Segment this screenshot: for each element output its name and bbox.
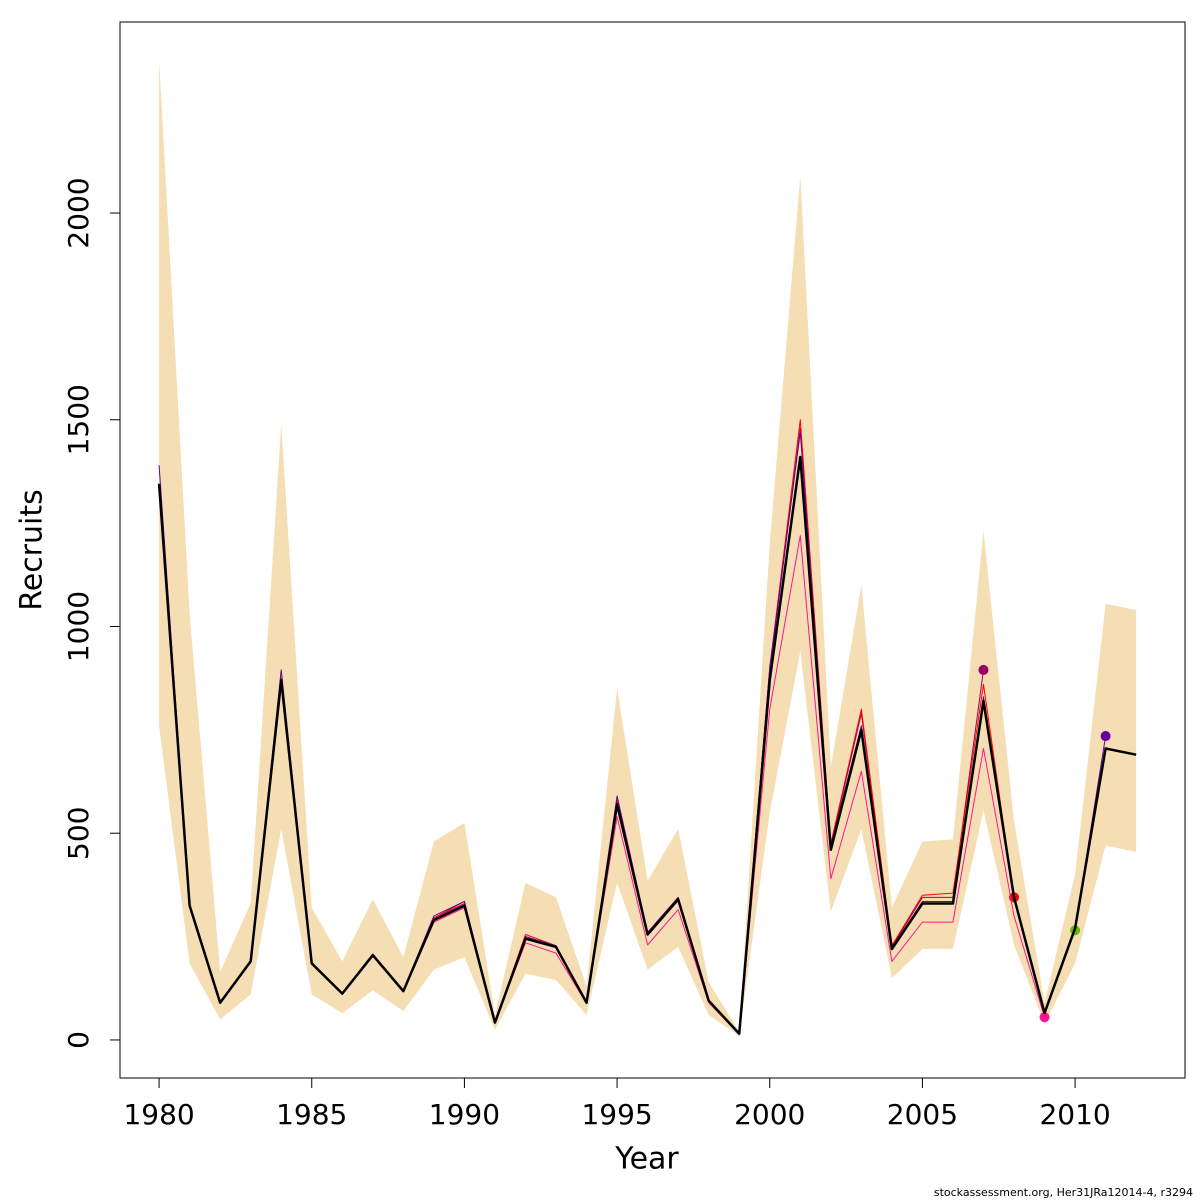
x-tick-label: 2005 [887, 1098, 958, 1131]
x-axis-label: Year [614, 1142, 679, 1177]
x-tick-label: 1985 [276, 1098, 347, 1131]
terminal-point [978, 664, 989, 675]
y-tick-label: 500 [62, 806, 95, 859]
x-tick-label: 1980 [123, 1098, 194, 1131]
x-tick-label: 1995 [581, 1098, 652, 1131]
x-tick-label: 1990 [429, 1098, 500, 1131]
y-tick-label: 2000 [62, 177, 95, 248]
terminal-point [1039, 1012, 1050, 1023]
footer: stockassessment.org, Her31JRa12014-4, r3… [934, 1186, 1193, 1199]
y-axis-label: Recruits [15, 489, 50, 611]
confidence-band [159, 60, 1137, 1036]
series-line [157, 455, 1137, 1036]
y-tick-label: 0 [62, 1031, 95, 1049]
x-tick-label: 2000 [734, 1098, 805, 1131]
terminal-point [1100, 731, 1111, 742]
x-tick-label: 2010 [1039, 1098, 1110, 1131]
y-tick-label: 1500 [62, 384, 95, 455]
y-tick-label: 1000 [62, 591, 95, 662]
